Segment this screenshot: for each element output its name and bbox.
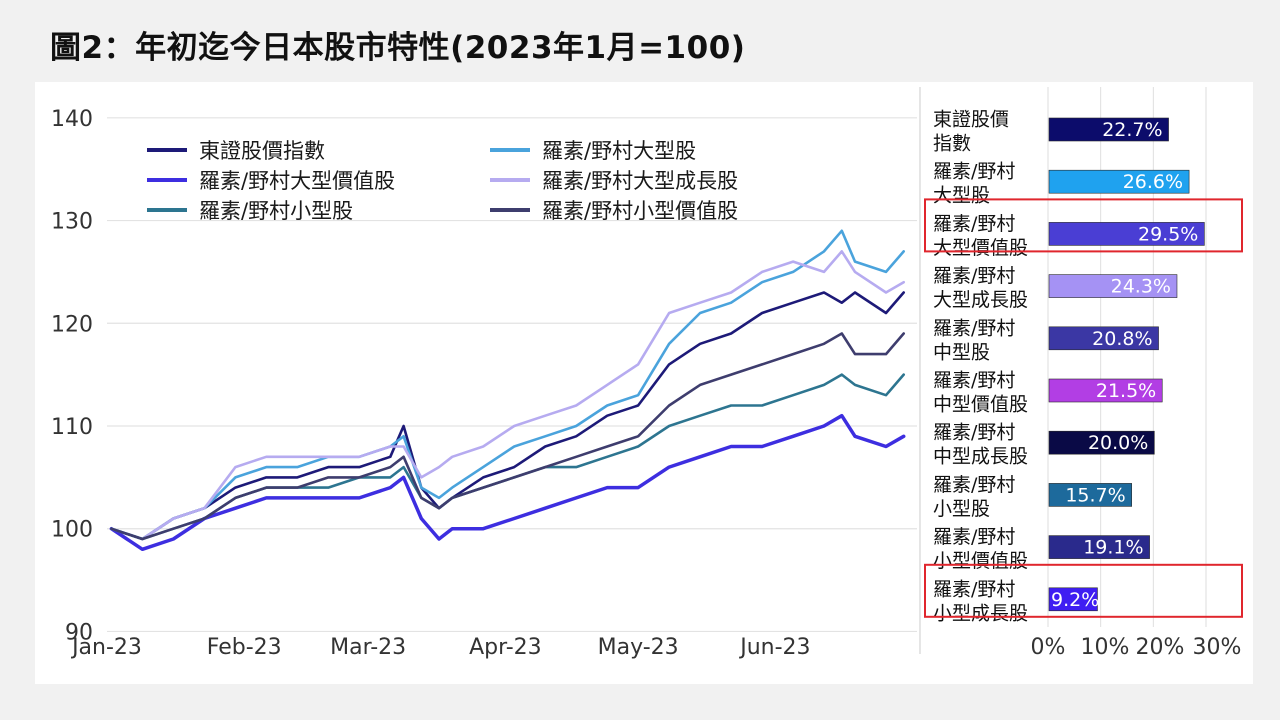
bar-value-label: 29.5% xyxy=(1138,223,1198,245)
bar-value-label: 19.1% xyxy=(1083,537,1143,559)
bar-x-tick-label: 30% xyxy=(1193,635,1242,660)
bar-category-label: 羅素/野村小型價值股 xyxy=(933,526,1028,572)
bar-x-tick-label: 10% xyxy=(1081,635,1130,660)
bar-value-label: 9.2% xyxy=(1051,589,1099,611)
bar xyxy=(1048,169,1190,194)
legend-label: 羅素/野村大型價值股 xyxy=(199,169,395,193)
bar-value-label: 15.7% xyxy=(1065,484,1125,506)
highlight-box xyxy=(924,563,1243,618)
bar-category-label: 羅素/野村小型股 xyxy=(933,474,1015,520)
x-tick-label: Apr-23 xyxy=(469,635,542,660)
bar-value-label: 26.6% xyxy=(1123,171,1183,193)
bar-value-label: 20.8% xyxy=(1092,328,1152,350)
bar xyxy=(1048,326,1159,351)
bar xyxy=(1048,274,1178,298)
series-line-2 xyxy=(110,229,906,541)
x-tick-label: Jan-23 xyxy=(70,635,142,660)
bar-value-label: 24.3% xyxy=(1111,276,1171,298)
bar-category-label: 東證股價指數 xyxy=(933,109,1009,155)
page-title: 圖2：年初迄今日本股市特性(2023年1月=100) xyxy=(50,30,746,66)
bar xyxy=(1048,483,1132,507)
line-series-group xyxy=(109,229,906,552)
bar-category-label: 羅素/野村中型股 xyxy=(933,317,1015,363)
legend-label: 羅素/野村大型股 xyxy=(542,139,696,163)
bar-category-label: 羅素/野村大型價值股 xyxy=(933,213,1028,259)
bar xyxy=(1048,378,1163,403)
x-tick-label: Jun-23 xyxy=(738,635,810,660)
chart-svg: 90 100 110 120 130 140 Jan-23 Feb-23 Mar-23 Apr-2… xyxy=(51,87,1243,660)
x-tick-label: Mar-23 xyxy=(330,635,406,660)
y-tick-label: 90 xyxy=(65,620,93,645)
bar-group: 東證股價指數 22.7% 羅素/野村大型股 26.6% 羅素/野村大型價值股 29.5% 羅… xyxy=(924,109,1243,624)
series-line-6 xyxy=(110,332,906,541)
line-chart-grid: 90 100 110 120 130 140 Jan-23 Feb-23 Mar-23 Apr-2… xyxy=(51,107,917,660)
x-tick-label: Feb-23 xyxy=(207,635,282,660)
bar xyxy=(1048,117,1169,142)
bar-x-tick-label: 20% xyxy=(1136,635,1185,660)
bar-value-label: 21.5% xyxy=(1096,380,1156,402)
bar-category-label: 羅素/野村大型股 xyxy=(933,161,1015,207)
series-line-4 xyxy=(110,250,906,541)
y-tick-label: 130 xyxy=(51,210,93,235)
chart-panel: 90 100 110 120 130 140 Jan-23 Feb-23 Mar-23 Apr-2… xyxy=(35,82,1253,684)
y-tick-label: 140 xyxy=(51,107,93,132)
bar-value-label: 20.0% xyxy=(1088,432,1148,454)
bar xyxy=(1048,222,1205,246)
bar-x-tick-label: 0% xyxy=(1031,635,1066,660)
bar-category-label: 羅素/野村大型成長股 xyxy=(933,265,1028,311)
x-tick-label: May-23 xyxy=(598,635,679,660)
bar xyxy=(1048,430,1155,455)
legend-label: 羅素/野村小型價值股 xyxy=(542,199,738,223)
y-tick-label: 110 xyxy=(51,415,93,440)
highlight-box xyxy=(924,198,1243,253)
series-line-1 xyxy=(110,291,906,541)
y-tick-label: 120 xyxy=(51,312,93,337)
series-line-5 xyxy=(110,373,906,541)
bar xyxy=(1048,535,1150,559)
legend-label: 東證股價指數 xyxy=(199,139,325,163)
bar-value-label: 22.7% xyxy=(1102,119,1162,141)
bar xyxy=(1048,587,1098,612)
series-line-3 xyxy=(109,413,906,552)
bar-category-label: 羅素/野村中型價值股 xyxy=(933,370,1028,416)
legend-label: 羅素/野村大型成長股 xyxy=(542,169,738,193)
bar-category-label: 羅素/野村中型成長股 xyxy=(933,422,1028,468)
y-tick-label: 100 xyxy=(51,518,93,543)
bar-category-label: 羅素/野村小型成長股 xyxy=(933,578,1028,624)
legend-label: 羅素/野村小型股 xyxy=(199,199,353,223)
